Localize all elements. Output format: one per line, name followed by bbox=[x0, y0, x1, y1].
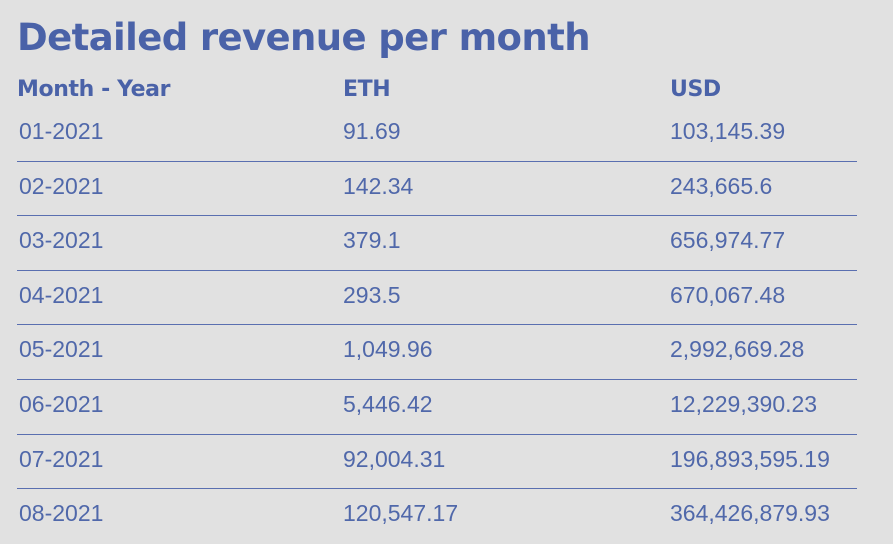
eth-cell: 120,547.17 bbox=[343, 500, 459, 527]
eth-cell: 1,049.96 bbox=[343, 336, 433, 363]
eth-cell: 379.1 bbox=[343, 227, 401, 254]
table-row: 03-2021 379.1 656,974.77 bbox=[0, 216, 893, 271]
month-year-cell: 04-2021 bbox=[19, 281, 104, 308]
row-divider bbox=[17, 433, 857, 435]
column-header-eth: ETH bbox=[343, 77, 391, 102]
table-header: Month - Year ETH USD bbox=[0, 72, 893, 108]
usd-cell: 243,665.6 bbox=[670, 172, 773, 199]
month-year-cell: 06-2021 bbox=[19, 390, 104, 417]
month-year-cell: 03-2021 bbox=[19, 227, 104, 254]
usd-cell: 196,893,595.19 bbox=[670, 445, 830, 472]
month-year-cell: 08-2021 bbox=[19, 500, 104, 527]
usd-cell: 2,992,669.28 bbox=[670, 336, 805, 363]
eth-cell: 92,004.31 bbox=[343, 445, 446, 472]
revenue-table-body: 01-2021 91.69 103,145.39 02-2021 142.34 … bbox=[0, 107, 893, 544]
eth-cell: 142.34 bbox=[343, 172, 414, 199]
usd-cell: 103,145.39 bbox=[670, 118, 786, 144]
row-divider bbox=[17, 160, 857, 162]
table-row: 02-2021 142.34 243,665.6 bbox=[0, 162, 893, 217]
column-header-month-year: Month - Year bbox=[17, 77, 171, 102]
column-header-usd: USD bbox=[670, 77, 721, 102]
usd-cell: 364,426,879.93 bbox=[670, 500, 830, 527]
usd-cell: 656,974.77 bbox=[670, 227, 786, 254]
row-divider bbox=[17, 488, 857, 490]
table-row: 05-2021 1,049.96 2,992,669.28 bbox=[0, 325, 893, 380]
row-divider bbox=[17, 324, 857, 326]
page-title: Detailed revenue per month bbox=[17, 16, 591, 59]
eth-cell: 91.69 bbox=[343, 118, 401, 144]
table-row: 07-2021 92,004.31 196,893,595.19 bbox=[0, 435, 893, 490]
month-year-cell: 02-2021 bbox=[19, 172, 104, 199]
month-year-cell: 01-2021 bbox=[19, 118, 104, 144]
table-row: 08-2021 120,547.17 364,426,879.93 bbox=[0, 489, 893, 544]
row-divider bbox=[17, 269, 857, 271]
usd-cell: 12,229,390.23 bbox=[670, 390, 818, 417]
table-row: 04-2021 293.5 670,067.48 bbox=[0, 271, 893, 326]
eth-cell: 5,446.42 bbox=[343, 390, 433, 417]
row-divider bbox=[17, 378, 857, 380]
table-row: 06-2021 5,446.42 12,229,390.23 bbox=[0, 380, 893, 435]
row-divider bbox=[17, 215, 857, 217]
eth-cell: 293.5 bbox=[343, 281, 401, 308]
usd-cell: 670,067.48 bbox=[670, 281, 786, 308]
month-year-cell: 07-2021 bbox=[19, 445, 104, 472]
month-year-cell: 05-2021 bbox=[19, 336, 104, 363]
table-row: 01-2021 91.69 103,145.39 bbox=[0, 107, 893, 162]
